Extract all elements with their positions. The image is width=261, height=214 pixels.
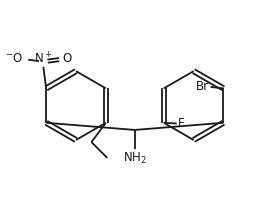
Text: Br: Br (196, 80, 209, 93)
Text: O: O (62, 52, 71, 65)
Text: NH$_2$: NH$_2$ (123, 151, 147, 166)
Text: F: F (178, 117, 185, 130)
Text: $^{-}$O: $^{-}$O (5, 52, 23, 65)
Text: N$^+$: N$^+$ (34, 51, 52, 66)
